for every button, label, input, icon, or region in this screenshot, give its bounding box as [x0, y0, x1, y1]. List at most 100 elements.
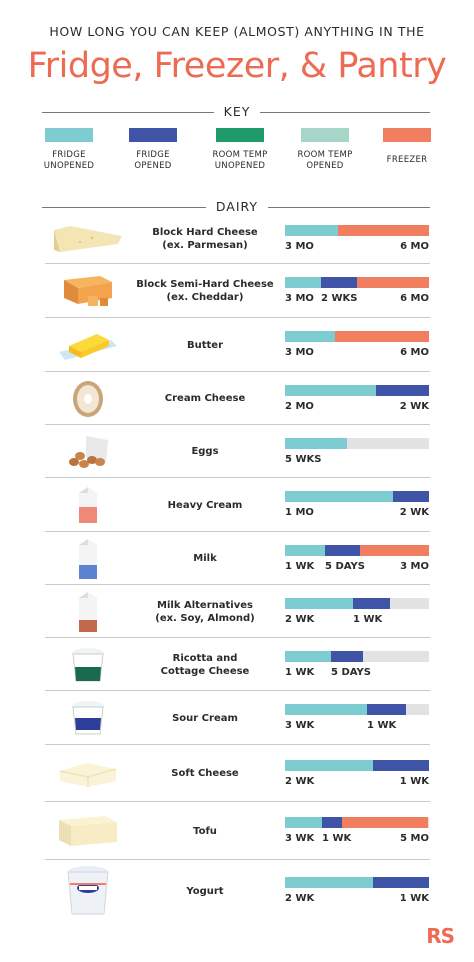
bar-segment-fridge-opened [325, 544, 360, 556]
bar-segment-fridge-unopened [285, 491, 393, 502]
duration-label: 3 WK [285, 833, 315, 844]
cream-cheese-tub-icon [71, 379, 105, 423]
bar-segment-fridge-unopened [285, 877, 373, 888]
item-name: Cream Cheese [130, 392, 280, 405]
parmesan-wedge-icon [52, 224, 124, 258]
duration-label: 1 MO [285, 507, 314, 518]
cream-carton-icon [75, 485, 101, 529]
key-swatch [129, 128, 177, 142]
supertitle: HOW LONG YOU CAN KEEP (ALMOST) ANYTHING … [49, 24, 425, 39]
duration-label: 1 WK [399, 893, 429, 904]
item-name-line1: Block Semi-Hard Cheese [136, 279, 274, 290]
duration-label: 3 MO [285, 347, 314, 358]
item-name-line1: Yogurt [186, 885, 224, 897]
milk-carton-icon [75, 537, 101, 585]
duration-label: 2 WKS [321, 293, 358, 304]
row-divider [45, 637, 430, 638]
duration-bar [285, 225, 429, 236]
row-divider [45, 477, 430, 478]
key-label-line1: ROOM TEMP [212, 150, 268, 160]
item-name-line1: Cream Cheese [164, 393, 246, 404]
duration-label: 5 MO [400, 833, 429, 844]
duration-label: 6 MO [400, 293, 429, 304]
item-name-line1: Eggs [191, 446, 219, 457]
item-name: Tofu [130, 825, 280, 838]
key-label-line1: FRIDGE [52, 150, 86, 160]
brie-wedge-icon [56, 759, 120, 793]
duration-label: 1 WK [285, 666, 315, 678]
bar-segment-fridge-opened [331, 650, 363, 662]
item-name-line1: Heavy Cream [167, 499, 243, 511]
item-name: Milk Alternatives (ex. Soy, Almond) [130, 599, 280, 625]
bar-segment-fridge-opened [322, 817, 342, 828]
duration-bar [285, 384, 429, 396]
item-name: Ricotta and Cottage Cheese [130, 652, 280, 678]
key-label: FRIDGE UNOPENED [24, 150, 114, 172]
key-label: FREEZER [362, 155, 452, 166]
item-name-line1: Milk Alternatives [157, 599, 253, 611]
item-name-line1: Tofu [193, 825, 217, 837]
ricotta-tub-icon [70, 645, 106, 689]
duration-label: 1 WK [322, 833, 352, 844]
duration-bar [285, 597, 429, 609]
key-heading: KEY [0, 104, 474, 119]
duration-label: 1 WK [367, 720, 397, 731]
bar-segment-fridge-unopened [285, 759, 373, 771]
key-swatch [216, 128, 264, 142]
item-name: Block Semi-Hard Cheese (ex. Cheddar) [130, 278, 280, 304]
row-divider [45, 801, 430, 802]
row-divider [45, 531, 430, 532]
almond-milk-carton-icon [75, 590, 101, 638]
duration-label: 1 WK [399, 775, 429, 787]
row-divider [45, 744, 430, 745]
duration-label: 1 WK [285, 560, 315, 572]
duration-label: 1 WK [353, 613, 383, 625]
rs-logo: RS [426, 924, 455, 948]
duration-label: 2 WK [285, 775, 315, 787]
sour-cream-tub-icon [70, 698, 106, 742]
row-divider [45, 317, 430, 318]
item-name: Yogurt [130, 885, 280, 898]
item-name-line2: (ex. Parmesan) [162, 240, 248, 251]
duration-label: 5 DAYS [325, 560, 365, 572]
duration-label: 6 MO [400, 241, 429, 252]
item-name: Sour Cream [130, 712, 280, 725]
item-name-line1: Ricotta and [172, 652, 238, 664]
bar-segment-fridge-unopened [285, 817, 322, 828]
key-label-line1: ROOM TEMP [297, 150, 353, 160]
duration-label: 2 WK [285, 893, 315, 904]
bar-segment-fridge-unopened [285, 225, 338, 236]
key-swatch [383, 128, 431, 142]
bar-segment-fridge-opened [376, 384, 429, 396]
egg-carton-icon [64, 432, 112, 476]
row-divider [45, 690, 430, 691]
bar-segment-fridge-unopened [285, 277, 321, 288]
item-name-line1: Butter [186, 339, 223, 351]
duration-label: 2 MO [285, 400, 314, 412]
item-name: Heavy Cream [130, 499, 280, 512]
bar-segment-freezer [335, 331, 429, 342]
page-title: Fridge, Freezer, & Pantry [27, 46, 447, 86]
bar-segment-fridge-unopened [285, 384, 376, 396]
duration-label: 5 WKS [285, 453, 322, 465]
row-divider [45, 371, 430, 372]
key-label-line2: OPENED [134, 161, 172, 171]
key-label: ROOM TEMP UNOPENED [195, 150, 285, 172]
duration-bar [285, 437, 429, 449]
duration-bar [285, 544, 429, 556]
key-swatch [301, 128, 349, 142]
duration-label: 2 WK [285, 613, 315, 625]
item-name: Soft Cheese [130, 767, 280, 780]
duration-label: 3 MO [400, 560, 429, 572]
duration-bar [285, 277, 429, 288]
item-name-line1: Sour Cream [172, 712, 238, 724]
bar-segment-fridge-opened [353, 597, 390, 609]
bar-segment-fridge-unopened [285, 704, 367, 715]
item-name-line1: Block Hard Cheese [152, 227, 258, 238]
item-name: Block Hard Cheese (ex. Parmesan) [130, 226, 280, 252]
bar-segment-fridge-unopened [285, 544, 325, 556]
duration-label: 6 MO [400, 347, 429, 358]
key-label-line1: FRIDGE [136, 150, 170, 160]
key-label: FRIDGE OPENED [108, 150, 198, 172]
item-name-line1: Milk [193, 553, 217, 564]
